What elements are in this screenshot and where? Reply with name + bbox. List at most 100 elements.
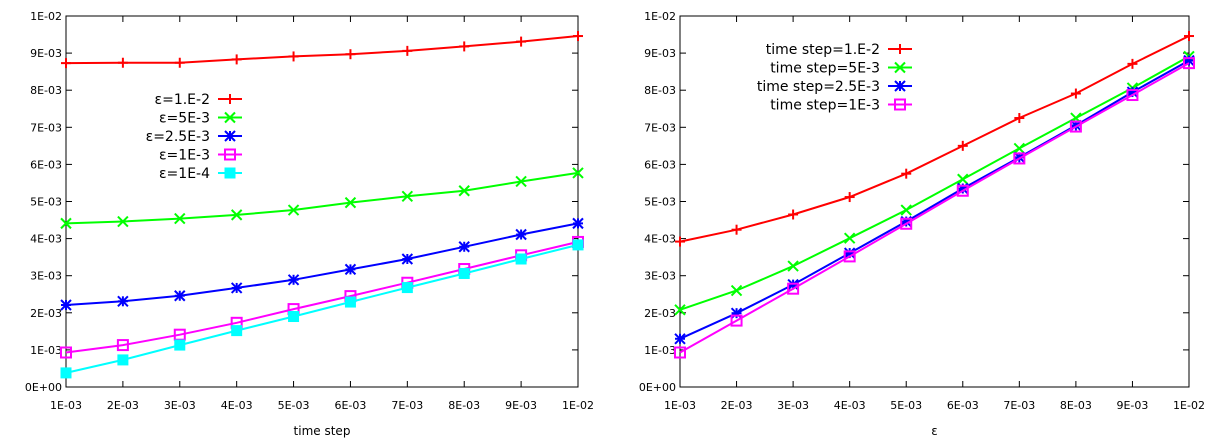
data-point [117, 354, 129, 366]
plot-frame [65, 15, 579, 388]
x-tick-label: 5E-03 [890, 399, 922, 412]
data-point [730, 314, 743, 327]
data-point [900, 217, 913, 230]
x-tick-label: 3E-03 [777, 399, 809, 412]
legend-swatch-marker [225, 94, 235, 104]
plot-frame [679, 15, 1190, 388]
data-point [287, 274, 300, 286]
data-point [674, 346, 686, 359]
y-tick-label: 6E-03 [644, 158, 676, 171]
data-point [674, 333, 686, 345]
data-point [572, 167, 584, 179]
y-tick-label: 5E-03 [644, 196, 676, 209]
y-tick-label: 2E-03 [30, 307, 62, 320]
x-tick-label: 3E-03 [164, 399, 196, 412]
x-tick-label: 4E-03 [834, 399, 866, 412]
series-4 [60, 239, 584, 379]
data-point [788, 209, 799, 220]
y-tick-label: 8E-03 [644, 84, 676, 97]
data-point [458, 267, 470, 279]
series-3 [60, 235, 584, 359]
series-line [65, 222, 579, 306]
legend-swatch-marker [895, 44, 905, 54]
legend-swatch-marker [224, 111, 236, 124]
data-point [174, 57, 185, 68]
data-point [345, 49, 356, 60]
data-point [231, 325, 243, 337]
series-line [65, 35, 579, 65]
x-tick-label: 8E-03 [1060, 399, 1092, 412]
data-point [515, 175, 527, 188]
data-point [344, 263, 357, 276]
data-point [573, 31, 583, 42]
data-point [401, 253, 414, 265]
left-chart: 0E+00 1E-03 2E-03 3E-03 4E-03 5E-03 6E-03 7E-03… [25, 10, 594, 438]
data-point [60, 299, 72, 311]
data-point [1127, 58, 1138, 69]
data-point [344, 296, 356, 308]
data-point [344, 196, 357, 209]
data-point [675, 236, 685, 247]
data-point [458, 241, 470, 253]
y-tick-label: 5E-03 [30, 196, 62, 209]
y-tick-label: 9E-03 [30, 47, 62, 60]
data-point [900, 204, 912, 216]
y-tick-label: 4E-03 [644, 233, 676, 246]
right-chart: 0E+00 1E-03 2E-03 3E-03 4E-03 5E-03 6E-03 7E-03… [639, 10, 1205, 438]
series-0 [675, 31, 1194, 247]
data-point [61, 58, 71, 69]
legend-swatch-marker [224, 148, 236, 161]
x-tick-label: 6E-03 [334, 399, 366, 412]
series-3 [674, 57, 1195, 359]
legend-label: ε=5E-3 [159, 111, 210, 127]
legend-label: time step=2.5E-3 [757, 79, 880, 95]
data-point [572, 217, 584, 230]
data-point [458, 185, 470, 197]
data-point [515, 228, 527, 241]
legend-label: ε=1.E-2 [155, 92, 210, 108]
data-point [957, 140, 968, 151]
data-point [843, 232, 856, 244]
x-tick-label: 2E-03 [721, 399, 753, 412]
data-point [674, 304, 686, 316]
data-point [787, 260, 799, 272]
data-point [1013, 142, 1026, 155]
data-point [572, 239, 584, 251]
data-point [731, 224, 742, 235]
data-point [1183, 57, 1195, 70]
legend-label: ε=1E-4 [159, 166, 210, 182]
data-point [730, 284, 743, 297]
data-point [174, 290, 186, 302]
y-tick-label: 9E-03 [644, 47, 676, 60]
legend-swatch-marker [224, 167, 236, 179]
data-point [60, 346, 72, 359]
data-point [901, 168, 912, 179]
data-point [174, 339, 186, 351]
data-point [116, 339, 129, 352]
y-tick-label: 1E-03 [30, 344, 62, 357]
series-line [679, 35, 1190, 243]
x-tick-label: 7E-03 [391, 399, 423, 412]
series-line [679, 59, 1190, 340]
x-tick-label: 2E-03 [107, 399, 139, 412]
y-tick-label: 8E-03 [30, 84, 62, 97]
data-point [402, 45, 413, 56]
series-line [65, 243, 579, 374]
data-point [516, 36, 527, 47]
x-axis-label: ε [931, 424, 938, 438]
legend-label: time step=1E-3 [770, 98, 880, 114]
x-tick-label: 1E-02 [1173, 399, 1205, 412]
data-point [515, 253, 527, 265]
data-point [288, 51, 299, 62]
series-line [679, 62, 1190, 354]
data-point [287, 204, 300, 216]
y-tick-label: 1E-02 [30, 10, 62, 23]
y-tick-label: 0E+00 [25, 381, 62, 394]
series-2 [674, 54, 1195, 345]
y-tick-label: 6E-03 [30, 158, 62, 171]
data-point [174, 212, 186, 225]
data-point [117, 295, 129, 308]
data-point [401, 190, 414, 203]
legend-swatch-marker [894, 98, 906, 111]
